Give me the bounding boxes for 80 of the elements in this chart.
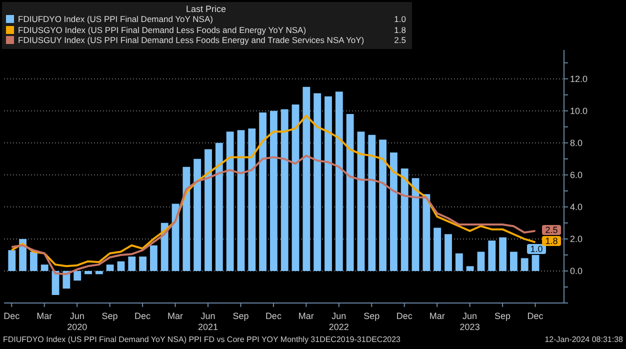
bar xyxy=(204,149,212,271)
bar xyxy=(182,166,190,271)
y-tick-label: 6.0 xyxy=(570,170,583,180)
data-label: 1.8 xyxy=(542,236,561,246)
x-tick-label: Mar xyxy=(168,311,184,321)
x-tick-label: Sep xyxy=(102,311,118,321)
bar xyxy=(237,130,245,271)
bar xyxy=(488,240,496,271)
bar xyxy=(346,114,354,271)
bar xyxy=(194,158,202,271)
text: 12-Jan-2024 08:31:38 xyxy=(544,335,623,344)
x-tick-label: Sep xyxy=(494,311,511,321)
bar xyxy=(400,168,408,271)
x-tick-label: Mar xyxy=(298,311,314,321)
bar xyxy=(510,252,518,271)
bar xyxy=(390,152,398,271)
legend-label: FDIUSGYO Index (US PPI Final Demand Less Foods and Energy YoY NSA) xyxy=(18,24,308,35)
bar xyxy=(314,93,322,271)
x-tick-label: Jun 2022 xyxy=(328,311,349,332)
bar xyxy=(368,134,376,271)
bar xyxy=(335,92,343,271)
bar xyxy=(8,250,16,271)
bar xyxy=(95,270,103,274)
data-label: 2.5 xyxy=(542,224,561,235)
x-tick-label: Sep xyxy=(232,311,249,321)
x-tick-label: Sep xyxy=(364,311,380,321)
bar xyxy=(84,270,92,274)
bar xyxy=(117,261,125,271)
y-tick-label: 0.0 xyxy=(570,266,583,276)
bar xyxy=(150,245,158,271)
bar xyxy=(324,96,332,271)
bar xyxy=(128,256,136,271)
x-tick-label: Dec xyxy=(527,311,544,321)
bar xyxy=(259,112,267,271)
x-tick-label: Mar xyxy=(429,311,445,321)
legend-label: FDIUFDYO Index (US PPI Final Demand YoY NSA) xyxy=(18,14,214,24)
text: 1.8 xyxy=(394,24,406,34)
bar xyxy=(106,264,114,271)
bar xyxy=(139,256,147,271)
y-tick-label: 4.0 xyxy=(570,202,583,212)
text: FDIUFDYO Index (US PPI Final Demand YoY NSA) PPI FD vs Core PPI YOY Monthly 31DEC2019-31DEC2023 xyxy=(3,335,401,344)
y-tick-label: 2.0 xyxy=(570,234,583,244)
text: 1.0 xyxy=(394,14,406,24)
y-tick-label: 12.0 xyxy=(570,74,588,84)
x-tick-label: Dec xyxy=(4,311,20,321)
bar xyxy=(302,86,310,271)
bar xyxy=(412,178,420,271)
bar xyxy=(422,194,430,271)
bar xyxy=(40,264,48,271)
x-tick-label: Dec xyxy=(396,311,413,321)
bar xyxy=(215,142,223,271)
bar xyxy=(466,266,474,271)
bar xyxy=(270,110,278,271)
bar xyxy=(19,238,27,271)
bar xyxy=(30,252,38,271)
bar xyxy=(444,234,452,271)
x-tick-label: Dec xyxy=(265,311,282,321)
bar xyxy=(434,228,442,271)
bar xyxy=(280,109,288,271)
bar xyxy=(455,253,463,271)
x-tick-label: Jun 2020 xyxy=(67,311,88,332)
x-tick-label: Dec xyxy=(134,311,152,321)
legend-label: FDIUSGUY Index (US PPI Final Demand Less Foods Energy and Trade Services NSA YoY) xyxy=(18,35,366,46)
text: 2.5 xyxy=(394,35,406,45)
y-tick-label: 8.0 xyxy=(570,138,583,148)
bar xyxy=(520,258,528,271)
y-tick-label: 10.0 xyxy=(570,106,588,116)
bar xyxy=(74,270,82,281)
bar xyxy=(357,132,365,271)
bar xyxy=(292,104,300,271)
bar xyxy=(248,128,256,271)
bar xyxy=(379,140,387,271)
bar xyxy=(477,252,485,271)
data-label: 1.0 xyxy=(527,244,546,254)
x-tick-label: Mar xyxy=(36,311,52,321)
x-tick-label: Jun 2023 xyxy=(460,311,480,332)
x-tick-label: Jun 2021 xyxy=(198,311,218,332)
bar xyxy=(499,237,507,271)
bar xyxy=(226,132,234,271)
legend-title: Last Price xyxy=(184,4,228,14)
